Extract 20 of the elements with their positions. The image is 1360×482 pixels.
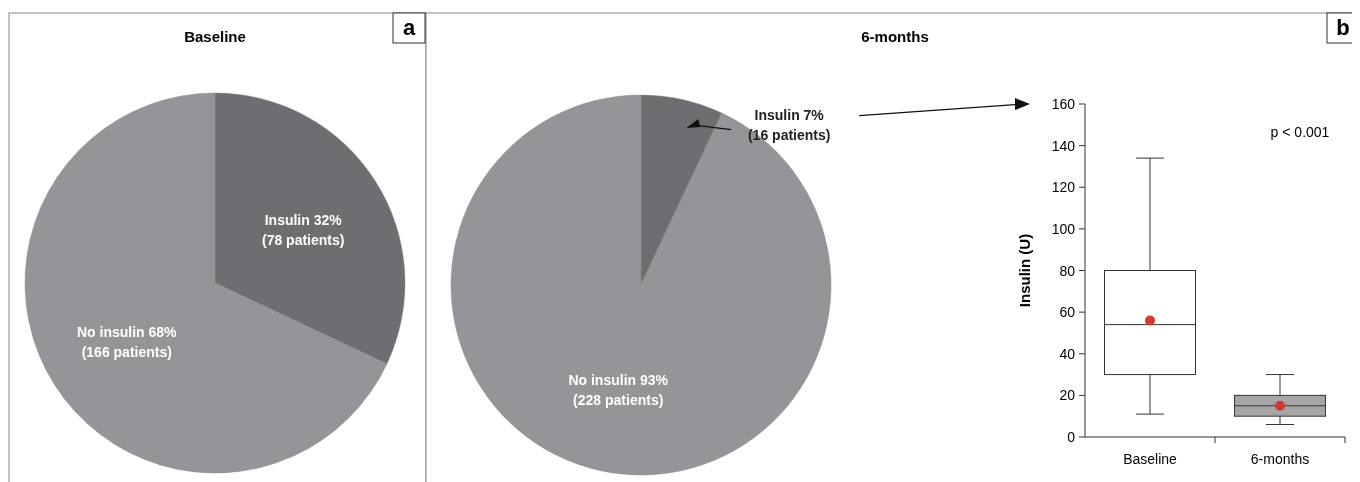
y-tick-label: 100 <box>1051 220 1076 237</box>
text: a <box>402 15 416 40</box>
y-tick-label: 160 <box>1051 96 1076 112</box>
y-tick-label: 120 <box>1051 179 1076 196</box>
y-tick-label: 40 <box>1059 345 1076 362</box>
annotation: p < 0.001 <box>1270 124 1330 140</box>
y-tick-label: 0 <box>1067 429 1076 445</box>
y-tick-label: 140 <box>1051 137 1076 154</box>
y-tick-label: 20 <box>1059 387 1076 404</box>
pie-slice <box>450 94 832 476</box>
text: b <box>1336 15 1350 40</box>
slice-label: Insulin 32% (78 patients) <box>262 212 345 249</box>
text: 6-months <box>861 28 929 45</box>
y-axis-title: Insulin (U) <box>1016 233 1033 308</box>
y-tick-label: 80 <box>1059 262 1076 279</box>
y-tick-label: 60 <box>1059 304 1076 321</box>
slice-label: Insulin 7% (16 patients) <box>747 106 831 143</box>
chart-title: Baseline <box>184 28 246 45</box>
slice-label: No insulin 93% (228 patients) <box>568 371 669 408</box>
slice-label: No insulin 68% (166 patients) <box>76 323 178 360</box>
